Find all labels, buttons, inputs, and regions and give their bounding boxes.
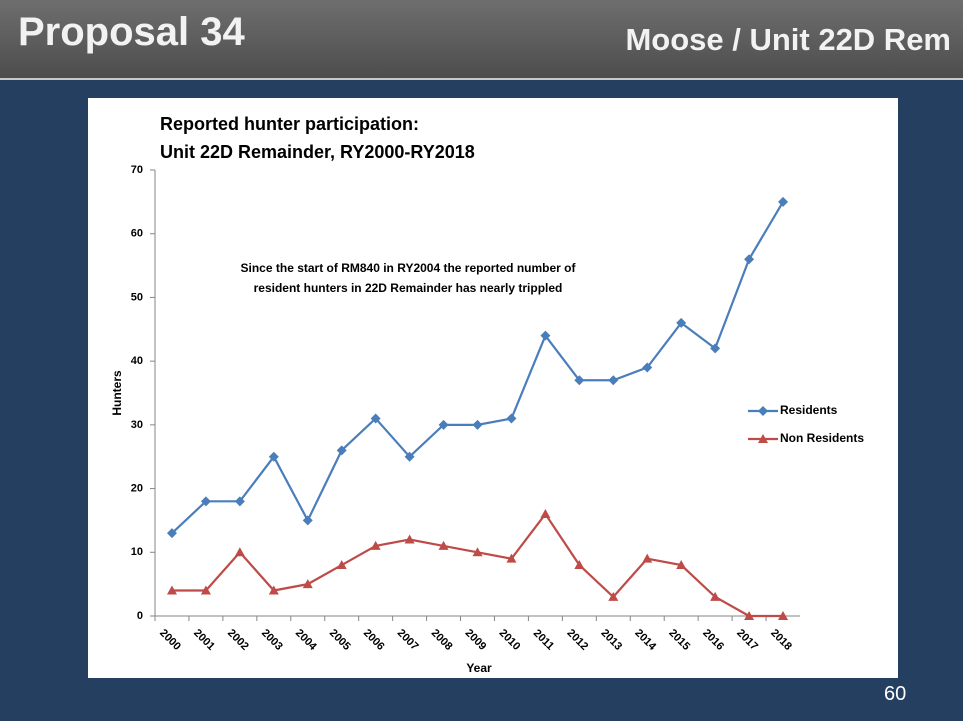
annotation: Since the start of RM840 in RY2004 the r… [241,261,577,275]
data-point [472,419,483,430]
chart: Reported hunter participation: Unit 22D … [88,98,898,678]
data-point [472,547,483,557]
data-point [540,509,551,519]
data-point [540,330,551,341]
data-point [778,196,789,207]
data-point [370,540,381,550]
annotation: resident hunters in 22D Remainder has ne… [254,281,563,295]
legend-marker [758,434,768,443]
data-point [234,547,245,557]
chart-background [88,98,898,678]
data-point [438,540,449,550]
data-point [676,317,687,328]
data-point [370,413,381,424]
y-tick-label: 0 [137,610,143,622]
y-tick-label: 30 [131,419,143,431]
data-point [642,362,653,373]
data-point [234,496,245,507]
legend-label: Non Residents [780,431,864,445]
data-point [166,585,177,595]
legend-label: Residents [780,403,838,417]
slide-title: Proposal 34 [18,10,245,54]
data-point [642,553,653,563]
data-point [574,375,585,386]
data-point [268,585,279,595]
legend-marker [758,406,768,416]
data-point [744,611,755,620]
data-point [404,451,415,462]
chart-subtitle: Unit 22D Remainder, RY2000-RY2018 [160,142,475,162]
x-axis-label: Year [466,661,492,675]
data-point [200,585,211,595]
data-point [302,515,313,526]
y-tick-label: 10 [131,546,143,558]
data-point [336,560,347,570]
data-point [778,611,789,620]
data-point [744,254,755,265]
data-point [608,591,619,601]
y-axis-label: Hunters [110,370,124,416]
y-tick-label: 70 [131,164,143,176]
data-point [506,413,517,424]
data-point [166,528,177,539]
header: Proposal 34 Moose / Unit 22D Rem [0,0,963,80]
y-tick-label: 20 [131,482,143,494]
data-point [574,560,585,570]
y-tick-label: 60 [131,228,143,240]
chart-title: Reported hunter participation: [160,114,419,134]
page-number: 60 [884,683,907,705]
data-point [268,451,279,462]
slide-heading: Moose / Unit 22D Rem [625,22,951,57]
data-point [200,496,211,507]
data-point [608,375,619,386]
data-point [676,560,687,570]
y-tick-label: 50 [131,291,143,303]
data-point [302,579,313,589]
y-tick-label: 40 [131,355,143,367]
data-point [506,553,517,563]
data-point [710,591,721,601]
data-point [336,445,347,456]
data-point [438,419,449,430]
data-point [710,343,721,354]
data-point [404,534,415,544]
